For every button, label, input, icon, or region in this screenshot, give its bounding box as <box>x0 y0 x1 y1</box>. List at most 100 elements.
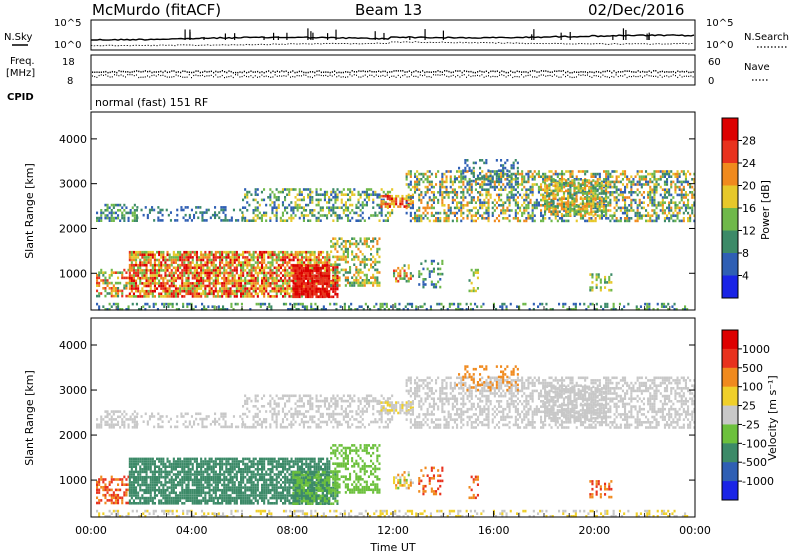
freq-dot <box>457 70 459 72</box>
power-cell <box>491 214 494 217</box>
power-cell <box>370 253 373 256</box>
power-cell <box>119 281 122 285</box>
power-cell <box>189 266 192 270</box>
power-cell <box>250 292 253 296</box>
power-cell <box>604 278 607 282</box>
power-cell <box>328 282 331 286</box>
freq-dot <box>472 71 474 74</box>
freq-dot <box>309 71 311 73</box>
power-cell <box>162 287 165 290</box>
power-cell <box>145 279 148 283</box>
freq-dot <box>617 71 619 73</box>
power-cell <box>290 274 293 277</box>
power-cell <box>214 295 217 298</box>
power-cell <box>365 201 368 204</box>
power-cell <box>508 201 511 204</box>
power-cell <box>548 170 551 173</box>
nave-dot <box>551 75 553 77</box>
nave-dot <box>252 76 254 79</box>
power-cell <box>132 253 135 257</box>
power-cell <box>476 271 479 274</box>
power-cell <box>296 282 299 286</box>
freq-dot <box>111 70 113 73</box>
power-cell <box>146 213 149 217</box>
power-cell <box>104 308 107 311</box>
power-cell <box>231 276 234 280</box>
power-cell <box>668 175 671 178</box>
power-cell <box>661 209 664 212</box>
power-cell <box>468 178 471 181</box>
power-cell <box>282 289 285 293</box>
power-cell <box>296 206 299 209</box>
power-cell <box>353 281 356 285</box>
power-cell <box>277 269 280 272</box>
power-cell <box>309 290 312 293</box>
nave-dot <box>268 76 269 78</box>
power-cell <box>185 284 188 288</box>
power-cell <box>195 253 198 257</box>
power-cell <box>441 175 444 178</box>
power-cell <box>418 272 421 276</box>
power-cell <box>229 279 232 283</box>
freq-dot <box>488 71 490 74</box>
power-cell <box>139 282 142 285</box>
power-cell <box>615 217 618 220</box>
power-cell <box>332 209 335 212</box>
power-cell <box>670 201 673 204</box>
power-cell <box>315 258 318 262</box>
power-cell <box>405 206 408 210</box>
power-cell <box>108 302 111 306</box>
power-cell <box>626 185 629 189</box>
power-cell <box>100 214 103 217</box>
power-cell <box>128 282 131 285</box>
power-cell <box>586 219 589 223</box>
power-cell <box>110 214 113 217</box>
nave-dot <box>371 74 373 76</box>
power-cell <box>143 284 146 288</box>
power-cell <box>542 178 545 181</box>
power-cell <box>363 237 366 240</box>
power-cell <box>597 275 600 279</box>
power-cell <box>311 266 314 270</box>
beam-title: Beam 13 <box>355 1 422 19</box>
freq-dot <box>131 71 133 73</box>
power-cell <box>558 204 561 207</box>
power-cell <box>449 175 452 178</box>
power-cell <box>376 271 379 274</box>
power-cell <box>185 287 188 290</box>
freq-dot <box>397 70 399 72</box>
power-cell <box>493 172 496 176</box>
power-cell <box>344 250 347 253</box>
power-cell <box>184 213 187 217</box>
power-cell <box>342 255 345 259</box>
power-cell <box>121 211 124 215</box>
power-cell <box>309 292 312 296</box>
power-cell <box>298 250 301 254</box>
power-cell <box>282 253 285 257</box>
power-cell <box>537 170 540 173</box>
freq-dot <box>182 70 184 72</box>
power-cell <box>671 305 674 308</box>
nave-dot <box>122 75 124 77</box>
power-cell <box>458 170 461 173</box>
power-cell <box>370 193 373 196</box>
power-cell <box>344 201 347 204</box>
power-cell <box>270 308 273 311</box>
power-cell <box>292 266 295 270</box>
power-cell <box>376 247 379 251</box>
nave-dot <box>155 75 157 77</box>
power-cell <box>256 292 259 296</box>
power-cell <box>256 274 259 277</box>
power-cell <box>112 287 115 290</box>
power-cell <box>330 279 333 283</box>
power-cell <box>476 287 479 290</box>
power-cell <box>177 308 180 311</box>
power-cell <box>636 206 639 210</box>
power-cell <box>205 211 208 214</box>
power-cell <box>590 183 593 186</box>
power-cell <box>254 289 257 293</box>
power-cell <box>460 204 463 207</box>
power-cell <box>296 290 299 293</box>
power-cell <box>328 277 331 280</box>
power-cell <box>183 295 186 298</box>
